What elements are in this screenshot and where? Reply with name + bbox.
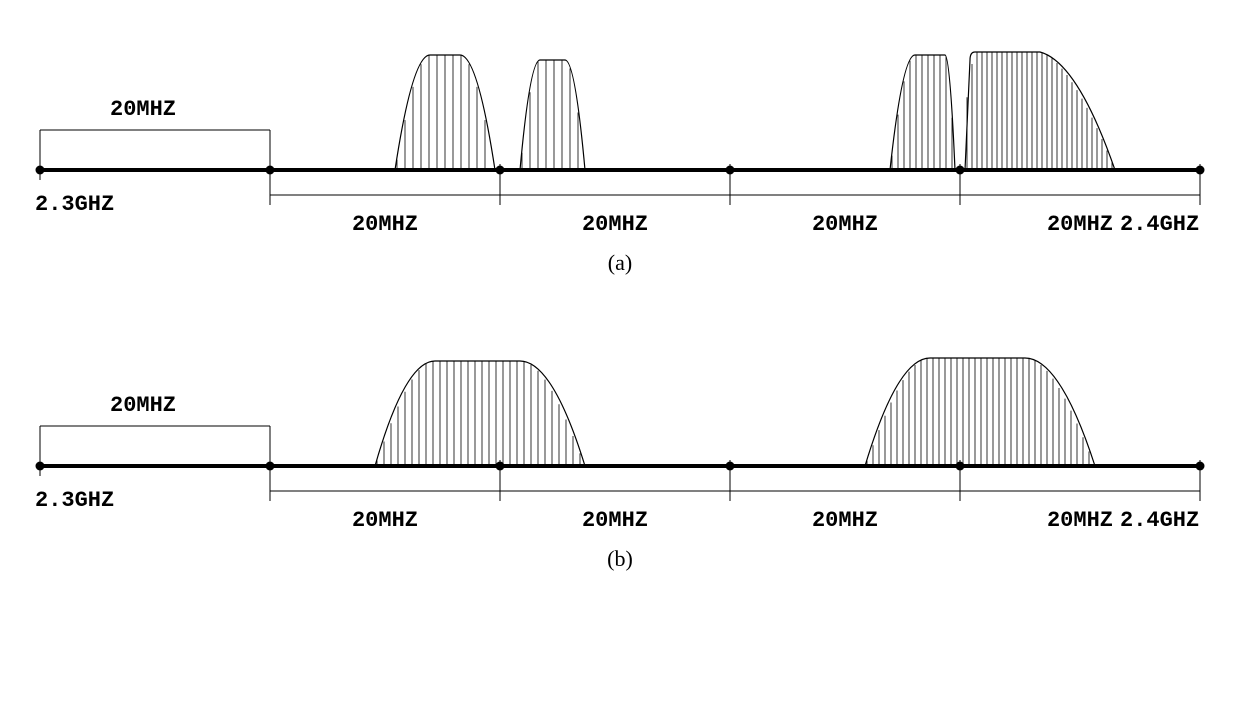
svg-plot-a: 20MHZ 20MHZ 20MHZ 20MHZ 20MHZ 2.3GHZ 2.4GHZ (20, 20, 1220, 240)
svg-text:20MHZ: 20MHZ (582, 212, 648, 237)
svg-text:2.3GHZ: 2.3GHZ (35, 488, 114, 513)
svg-text:20MHZ: 20MHZ (352, 212, 418, 237)
svg-text:20MHZ: 20MHZ (1047, 508, 1113, 533)
svg-text:20MHZ: 20MHZ (812, 212, 878, 237)
svg-text:20MHZ: 20MHZ (110, 393, 176, 418)
spectrum-plot-a: 20MHZ 20MHZ 20MHZ 20MHZ 20MHZ 2.3GHZ 2.4GHZ (a… (20, 20, 1220, 276)
svg-text:20MHZ: 20MHZ (582, 508, 648, 533)
svg-text:20MHZ: 20MHZ (1047, 212, 1113, 237)
svg-text:20MHZ: 20MHZ (352, 508, 418, 533)
svg-text:2.4GHZ: 2.4GHZ (1120, 212, 1199, 237)
subfig-label-a: (a) (20, 250, 1220, 276)
spectrum-plot-b: 20MHZ 20MHZ 20MHZ 20MHZ 20MHZ 2.3GHZ 2.4GHZ (b… (20, 316, 1220, 572)
svg-text:20MHZ: 20MHZ (110, 97, 176, 122)
svg-text:20MHZ: 20MHZ (812, 508, 878, 533)
svg-text:2.3GHZ: 2.3GHZ (35, 192, 114, 217)
svg-plot-b: 20MHZ 20MHZ 20MHZ 20MHZ 20MHZ 2.3GHZ 2.4GHZ (20, 316, 1220, 536)
svg-text:2.4GHZ: 2.4GHZ (1120, 508, 1199, 533)
subfig-label-b: (b) (20, 546, 1220, 572)
